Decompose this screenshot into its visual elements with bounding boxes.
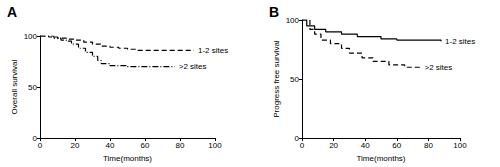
svg-text:60: 60: [392, 141, 401, 150]
svg-text:A: A: [7, 4, 17, 20]
svg-text:>2 sites: >2 sites: [425, 63, 453, 72]
svg-text:40: 40: [106, 141, 115, 150]
svg-text:80: 80: [424, 141, 433, 150]
svg-text:60: 60: [141, 141, 150, 150]
svg-text:50: 50: [28, 83, 37, 92]
svg-text:1-2 sites: 1-2 sites: [198, 46, 228, 55]
svg-text:Time(months): Time(months): [103, 154, 152, 163]
svg-text:Progress free survival: Progress free survival: [272, 40, 281, 118]
svg-text:>2 sites: >2 sites: [179, 62, 207, 71]
svg-text:0: 0: [32, 133, 37, 143]
svg-text:100: 100: [24, 32, 38, 41]
svg-text:0: 0: [294, 133, 299, 143]
svg-text:20: 20: [71, 141, 80, 150]
svg-text:B: B: [269, 4, 279, 20]
svg-text:100: 100: [286, 16, 300, 25]
svg-text:80: 80: [176, 141, 185, 150]
svg-text:1-2 sites: 1-2 sites: [445, 37, 475, 46]
svg-text:50: 50: [290, 75, 299, 84]
svg-text:0: 0: [38, 141, 43, 150]
svg-text:100: 100: [453, 141, 467, 150]
svg-text:Time(months): Time(months): [356, 154, 405, 163]
svg-text:40: 40: [361, 141, 370, 150]
svg-text:100: 100: [208, 141, 222, 150]
svg-text:0: 0: [300, 141, 305, 150]
svg-text:Overall survival: Overall survival: [10, 59, 19, 114]
svg-text:20: 20: [329, 141, 338, 150]
